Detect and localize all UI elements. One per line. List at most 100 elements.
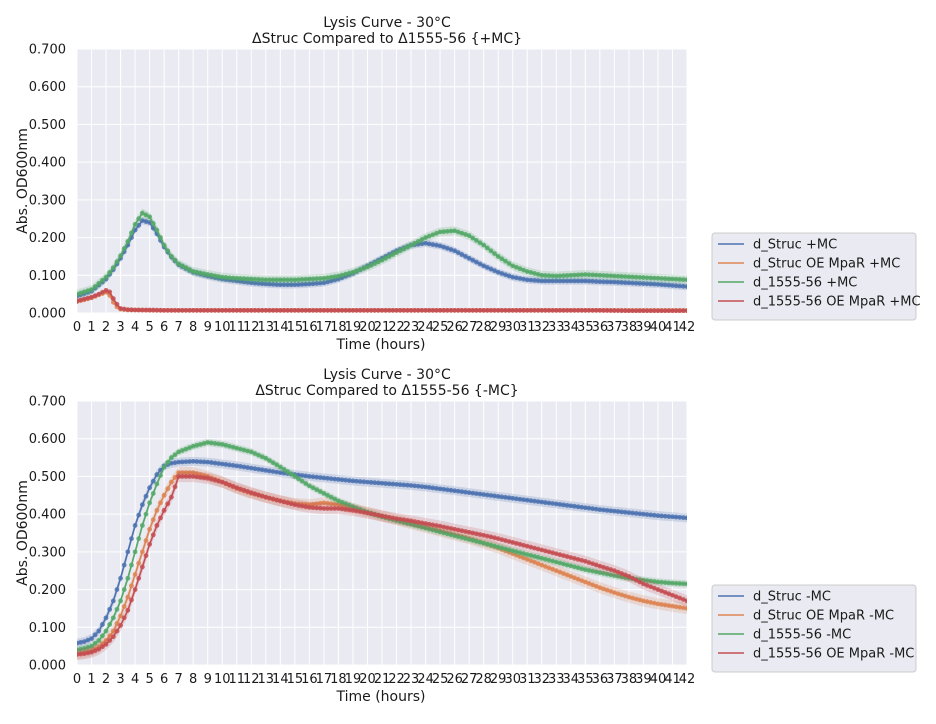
data-point-d-struc-mc: [463, 254, 468, 259]
data-point-d-struc-oe-mpar-mc: [561, 571, 566, 576]
data-point-d-1555-56-oe-mpar-mc: [201, 475, 207, 481]
x-tick-label: 15: [287, 320, 304, 335]
data-point-d-1555-56-mc: [78, 646, 84, 652]
data-point-d-1555-56-oe-mpar-mc: [187, 307, 192, 313]
data-point-d-1555-56-oe-mpar-mc: [194, 307, 200, 313]
data-point-d-struc-mc: [619, 509, 625, 515]
data-point-d-1555-56-mc: [463, 232, 468, 237]
chart-subtitle: ΔStruc Compared to Δ1555-56 {+MC}: [252, 31, 522, 47]
data-point-d-struc-mc: [615, 509, 621, 514]
data-point-d-1555-56-mc: [310, 276, 316, 282]
x-tick-label: 2: [102, 320, 110, 335]
x-tick-label: 39: [635, 320, 652, 335]
data-point-d-struc-mc: [179, 459, 185, 465]
data-point-d-1555-56-mc: [198, 441, 203, 447]
data-point-d-1555-56-oe-mpar-mc: [317, 505, 323, 511]
data-point-d-1555-56-oe-mpar-mc: [288, 307, 294, 313]
data-point-d-1555-56-oe-mpar-mc: [510, 307, 516, 313]
data-point-d-1555-56-mc: [528, 553, 534, 558]
data-point-d-1555-56-oe-mpar-mc: [670, 592, 675, 598]
data-point-d-1555-56-mc: [423, 525, 428, 531]
data-point-d-1555-56-oe-mpar-mc: [492, 535, 497, 541]
x-tick-label: 6: [160, 672, 168, 687]
data-point-d-1555-56-mc: [426, 233, 432, 239]
x-tick-label: 8: [189, 672, 197, 687]
data-point-d-1555-56-mc: [121, 246, 127, 251]
data-point-d-1555-56-oe-mpar-mc: [619, 571, 625, 576]
data-point-d-1555-56-oe-mpar-mc: [183, 474, 189, 479]
data-point-d-1555-56-oe-mpar-mc: [484, 533, 490, 539]
data-point-d-1555-56-oe-mpar-mc: [252, 307, 258, 313]
data-point-d-1555-56-mc: [455, 229, 461, 235]
data-point-d-struc-mc: [524, 497, 530, 503]
data-point-d-1555-56-oe-mpar-mc: [187, 474, 192, 479]
data-point-d-struc-mc: [296, 282, 301, 287]
data-point-d-1555-56-oe-mpar-mc: [651, 308, 657, 313]
data-point-d-struc-mc: [147, 220, 153, 225]
data-point-d-1555-56-mc: [143, 511, 149, 517]
data-point-d-struc-mc: [481, 263, 487, 269]
data-point-d-1555-56-mc: [317, 489, 323, 494]
y-tick-label: 0.000: [29, 659, 66, 674]
data-point-d-1555-56-oe-mpar-mc: [601, 308, 606, 313]
data-point-d-1555-56-oe-mpar-mc: [139, 564, 145, 570]
data-point-d-struc-mc: [608, 279, 614, 285]
data-point-d-struc-mc: [593, 279, 599, 284]
data-point-d-struc-mc: [267, 281, 272, 287]
data-point-d-struc-mc: [528, 277, 534, 283]
data-point-d-struc-mc: [466, 490, 472, 496]
data-point-d-1555-56-mc: [597, 272, 603, 278]
data-point-d-1555-56-mc: [590, 568, 595, 574]
data-point-d-1555-56-oe-mpar-mc: [546, 549, 552, 555]
data-point-d-1555-56-mc: [601, 570, 606, 576]
data-point-d-1555-56-mc: [648, 578, 654, 584]
data-point-d-1555-56-oe-mpar-mc: [582, 307, 588, 313]
data-point-d-struc-mc: [274, 469, 280, 475]
x-tick-label: 39: [635, 672, 652, 687]
data-point-d-struc-oe-mpar-mc: [314, 501, 320, 507]
x-tick-label: 20: [359, 672, 376, 687]
data-point-d-1555-56-oe-mpar-mc: [216, 478, 222, 484]
chart-title: Lysis Curve - 30°C: [323, 367, 451, 383]
x-tick-label: 37: [606, 320, 623, 335]
x-tick-label: 9: [204, 672, 212, 687]
data-point-d-1555-56-mc: [662, 276, 668, 282]
data-point-d-1555-56-oe-mpar-mc: [361, 509, 367, 515]
x-tick-label: 16: [301, 320, 318, 335]
data-point-d-1555-56-mc: [535, 554, 541, 560]
data-point-d-struc-oe-mpar-mc: [651, 600, 657, 606]
data-point-d-1555-56-oe-mpar-mc: [343, 307, 349, 313]
data-point-d-struc-oe-mpar-mc: [586, 581, 592, 586]
legend-label-d-struc-oe-mpar-mc: d_Struc OE MpaR +MC: [753, 257, 900, 272]
data-point-d-1555-56-oe-mpar-mc: [121, 615, 127, 621]
data-point-d-struc-oe-mpar-mc: [521, 555, 527, 561]
data-point-d-1555-56-mc: [121, 587, 127, 592]
data-point-d-1555-56-mc: [158, 235, 163, 240]
data-point-d-struc-mc: [619, 280, 625, 285]
data-point-d-struc-mc: [666, 514, 672, 519]
data-point-d-1555-56-oe-mpar-mc: [641, 581, 646, 587]
data-point-d-1555-56-mc: [415, 523, 421, 529]
data-point-d-struc-mc: [673, 283, 679, 289]
data-point-d-1555-56-oe-mpar-mc: [237, 486, 243, 492]
data-point-d-struc-mc: [448, 487, 454, 493]
data-point-d-1555-56-mc: [357, 267, 363, 273]
data-point-d-1555-56-oe-mpar-mc: [277, 307, 283, 313]
data-point-d-struc-mc: [459, 252, 465, 257]
data-point-d-1555-56-mc: [597, 570, 603, 575]
data-point-d-1555-56-mc: [633, 274, 639, 280]
data-point-d-1555-56-oe-mpar-mc: [179, 307, 185, 313]
data-point-d-1555-56-oe-mpar-mc: [368, 511, 374, 517]
data-point-d-struc-oe-mpar-mc: [644, 599, 650, 605]
data-point-d-1555-56-mc: [216, 274, 222, 279]
data-point-d-1555-56-mc: [169, 455, 174, 460]
data-point-d-1555-56-oe-mpar-mc: [328, 506, 334, 511]
data-point-d-1555-56-mc: [619, 574, 625, 580]
data-point-d-1555-56-oe-mpar-mc: [383, 514, 389, 520]
data-point-d-1555-56-mc: [328, 494, 334, 500]
x-tick-label: 15: [287, 672, 304, 687]
x-tick-label: 34: [563, 672, 580, 687]
data-point-d-1555-56-mc: [648, 275, 654, 281]
data-point-d-1555-56-oe-mpar-mc: [517, 541, 523, 547]
data-point-d-1555-56-mc: [230, 444, 236, 450]
